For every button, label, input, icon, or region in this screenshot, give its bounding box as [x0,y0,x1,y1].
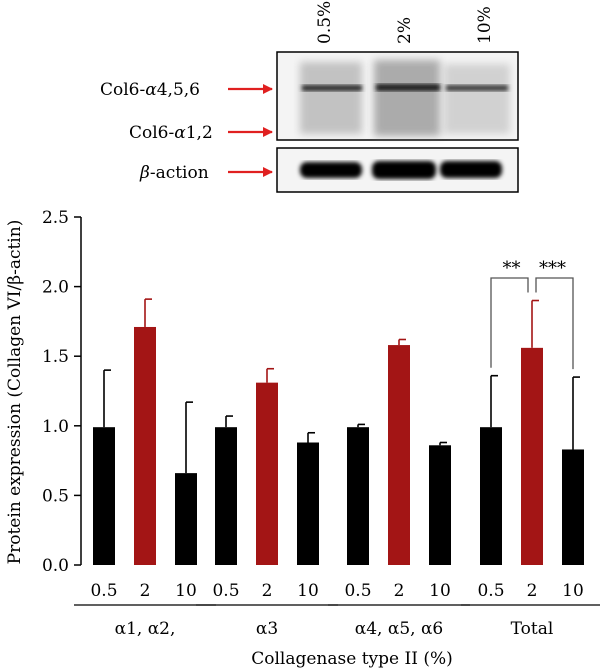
significance-bracket [535,277,574,370]
group-label: α4, α5, α6 [355,619,444,639]
bar [480,427,502,565]
x-tick-label: 10 [429,581,451,601]
group-label: α1, α2, [115,619,176,639]
y-tick-label: 2.5 [42,208,69,228]
x-tick-label: 2 [262,581,273,601]
bars [93,298,584,565]
y-tick-label: 0.0 [42,556,69,576]
svg-text:β-action: β-action [139,163,209,183]
x-tick-label: 0.5 [344,581,371,601]
bar [93,427,115,565]
x-axis-label: Collagenase type II (%) [251,649,453,669]
x-tick-label: 0.5 [477,581,504,601]
bar [175,473,197,565]
band-label-beta-actin: β-action [139,163,273,183]
bar-chart: Protein expression (Collagen VI/β-actin)… [5,208,600,669]
x-tick-label: 10 [175,581,197,601]
band-label-col6-a12: Col6-α1,2 [129,123,273,143]
western-blot: 0.5% 2% 10% Col6-α4,5,6 Col6-α1,2 [100,1,519,193]
bar [347,427,369,565]
y-axis: 0.0 0.5 1.0 1.5 2.0 2.5 [42,208,82,576]
bar [521,347,543,565]
lane-label-3: 10% [475,6,495,44]
bar [256,382,278,565]
y-tick-label: 1.5 [42,347,69,367]
y-tick-label: 1.0 [42,417,69,437]
x-tick-label: 0.5 [212,581,239,601]
bar [297,442,319,565]
significance-brackets: ** *** [490,258,574,370]
actin-blot-box [276,147,519,193]
svg-text:Col6-α4,5,6: Col6-α4,5,6 [100,80,200,100]
x-tick-label: 10 [297,581,319,601]
x-tick-labels: 0.5 2 10 α1, α2, 0.5 2 10 α3 0.5 2 10 α4, α5, α6 0.5… [74,581,600,639]
y-tick-label: 0.5 [42,486,69,506]
collagen-blot-box [276,51,519,141]
x-tick-label: 0.5 [90,581,117,601]
x-tick-label: 2 [140,581,151,601]
x-tick-label: 2 [394,581,405,601]
band-label-col6-a456: Col6-α4,5,6 [100,80,273,100]
bar [429,445,451,565]
group-label: α3 [256,619,278,639]
bar [215,427,237,565]
x-tick-label: 10 [562,581,584,601]
x-tick-label: 2 [527,581,538,601]
bar [562,449,584,565]
bar [388,345,410,565]
lane-label-2: 2% [395,17,415,44]
bar [134,326,156,565]
significance-label: ** [503,258,521,279]
significance-label: *** [539,258,566,279]
significance-bracket [490,277,529,368]
y-axis-label: Protein expression (Collagen VI/β-actin) [5,220,25,565]
group-label: Total [511,619,554,639]
svg-text:Col6-α1,2: Col6-α1,2 [129,123,213,143]
y-tick-label: 2.0 [42,278,69,298]
lane-label-1: 0.5% [315,1,335,44]
